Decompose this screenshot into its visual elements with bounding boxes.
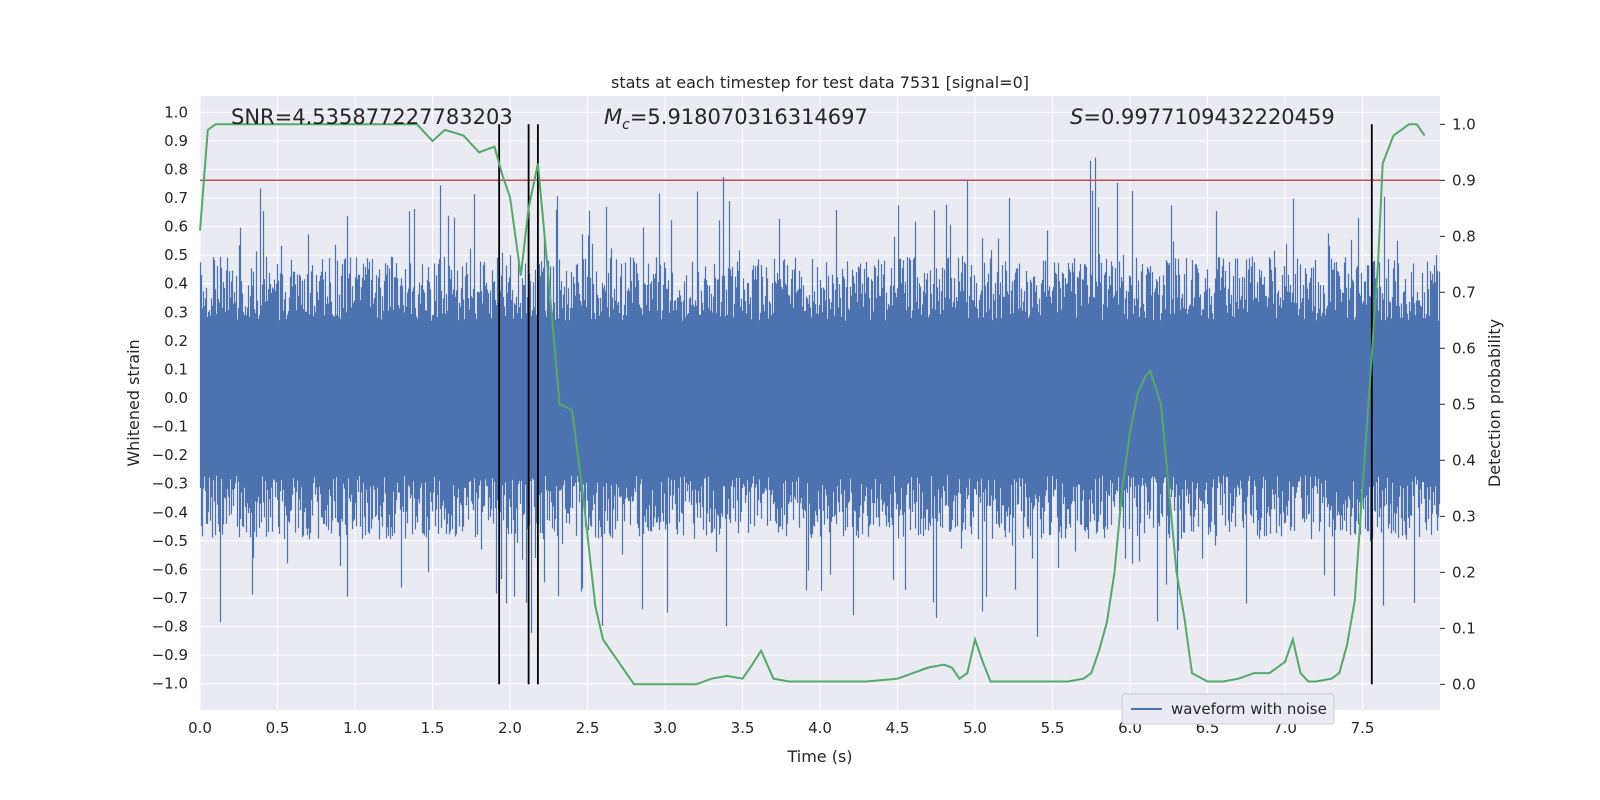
probability-series	[199, 123, 1426, 686]
legend-label: waveform with noise	[1171, 700, 1327, 718]
y2-tick-label: 0.4	[1452, 451, 1476, 469]
x-tick-label: 1.5	[421, 719, 445, 737]
y-tick-label: −0.7	[152, 589, 188, 607]
x-tick-label: 5.0	[963, 719, 987, 737]
y-axis-label: Whitened strain	[124, 339, 143, 466]
y2-axis-label: Detection probability	[1485, 319, 1504, 487]
y-tick-label: 0.0	[164, 389, 188, 407]
y2-tick-label: 0.9	[1452, 171, 1476, 189]
y-tick-label: 0.9	[164, 132, 188, 150]
y-tick-label: 0.8	[164, 160, 188, 178]
x-tick-label: 2.0	[498, 719, 522, 737]
y2-tick-label: 0.2	[1452, 563, 1476, 581]
y2-tick-label: 0.5	[1452, 395, 1476, 413]
x-tick-label: 4.0	[808, 719, 832, 737]
y-tick-label: 0.5	[164, 246, 188, 264]
y2-tick-label: 0.7	[1452, 283, 1476, 301]
y-tick-label: 0.1	[164, 360, 188, 378]
y-tick-label: −0.1	[152, 418, 188, 436]
x-tick-label: 3.5	[731, 719, 755, 737]
y2-tick-label: 0.6	[1452, 339, 1476, 357]
y-tick-label: −0.6	[152, 560, 188, 578]
x-tick-label: 1.0	[343, 719, 367, 737]
y-tick-label: −0.9	[152, 646, 188, 664]
y-tick-label: −1.0	[152, 675, 188, 693]
y2-tick-label: 0.1	[1452, 619, 1476, 637]
waveform-line	[199, 157, 1441, 637]
y-tick-label: 0.2	[164, 332, 188, 350]
y-tick-label: 1.0	[164, 103, 188, 121]
y-tick-label: −0.2	[152, 446, 188, 464]
waveform-series	[199, 157, 1441, 637]
chirp-mass-annotation: Mc=5.918070316314697	[604, 105, 868, 133]
y-tick-label: −0.8	[152, 618, 188, 636]
y-tick-label: −0.5	[152, 532, 188, 550]
x-tick-label: 0.5	[266, 719, 290, 737]
legend-box	[1121, 693, 1335, 725]
y2-tick-label: 0.8	[1452, 227, 1476, 245]
chart-title: stats at each timestep for test data 753…	[611, 73, 1029, 92]
x-tick-label: 0.0	[188, 719, 212, 737]
score-annotation: S=0.9977109432220459	[1070, 105, 1335, 129]
x-tick-label: 3.0	[653, 719, 677, 737]
y-tick-label: 0.6	[164, 218, 188, 236]
y-tick-label: 0.4	[164, 275, 188, 293]
y2-tick-label: 1.0	[1452, 115, 1476, 133]
y-tick-label: 0.7	[164, 189, 188, 207]
y2-tick-label: 0.3	[1452, 507, 1476, 525]
y-tick-label: −0.4	[152, 503, 188, 521]
overlay-lines	[200, 124, 1440, 685]
x-tick-label: 5.5	[1041, 719, 1065, 737]
snr-annotation: SNR=4.535877227783203	[231, 105, 513, 129]
y2-tick-label: 0.0	[1452, 675, 1476, 693]
y-tick-label: −0.3	[152, 475, 188, 493]
detection-probability-line	[199, 123, 1426, 686]
x-tick-label: 2.5	[576, 719, 600, 737]
x-tick-label: 7.5	[1351, 719, 1375, 737]
legend: waveform with noise	[1121, 693, 1335, 725]
x-axis-label: Time (s)	[786, 747, 852, 766]
x-tick-label: 4.5	[886, 719, 910, 737]
tick-labels: 0.0 0.5 1.0 1.5 2.0 2.5 3.0 3.5 4.0 4.5 5.0 5.5 6.0 6…	[152, 103, 1476, 737]
y-tick-label: 0.3	[164, 303, 188, 321]
